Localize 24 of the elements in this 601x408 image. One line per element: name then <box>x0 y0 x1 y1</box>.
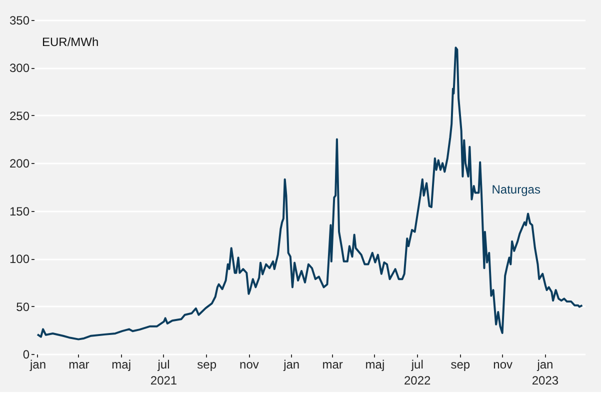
x-tick-label: nov <box>240 358 259 372</box>
x-tick-label: maj <box>112 358 132 372</box>
x-tick-label: nov <box>493 358 512 372</box>
y-tick-label: 250 <box>9 108 30 123</box>
line-series <box>36 46 584 340</box>
series-label: Naturgas <box>492 182 540 197</box>
x-tick-label: sep <box>197 358 217 372</box>
y-tick-label: 100 <box>9 252 30 266</box>
y-tick-label: 0 <box>22 348 30 362</box>
x-tick-label: mar <box>68 358 90 372</box>
x-tick-label: mar <box>322 358 343 372</box>
x-tick-label: jul 2022 <box>404 358 432 388</box>
x-tick-label: jan 2023 <box>532 358 559 388</box>
y-tick-label: 200 <box>9 156 30 171</box>
y-tick-label: 50 <box>16 300 30 314</box>
x-tick-label: maj <box>365 358 385 372</box>
x-tick-label: sep <box>450 358 470 372</box>
x-tick-label: jul 2021 <box>150 358 178 388</box>
x-tick-label: jan <box>28 358 46 372</box>
y-tick-label: 350 <box>9 14 30 28</box>
x-tick-label: jan <box>282 358 300 372</box>
y-tick-label: 300 <box>9 61 30 76</box>
y-axis-title: EUR/MWh <box>42 35 99 49</box>
y-tick-label: 150 <box>9 204 30 218</box>
